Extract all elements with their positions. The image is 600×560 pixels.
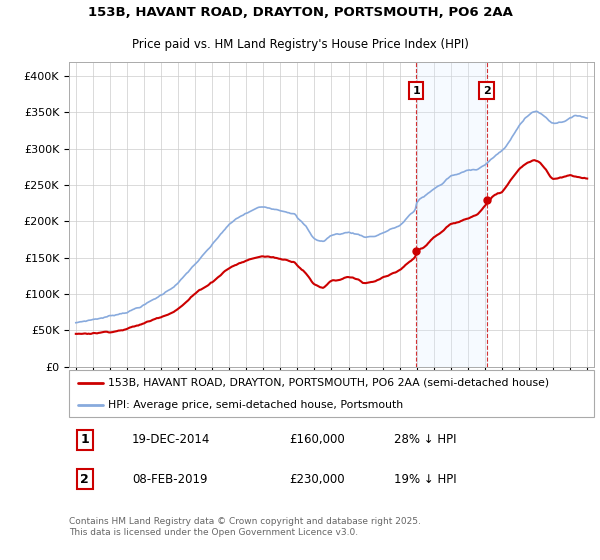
- Text: 2: 2: [80, 473, 89, 486]
- Text: 08-FEB-2019: 08-FEB-2019: [132, 473, 208, 486]
- Text: 28% ↓ HPI: 28% ↓ HPI: [395, 433, 457, 446]
- Text: 19% ↓ HPI: 19% ↓ HPI: [395, 473, 457, 486]
- Text: 1: 1: [412, 86, 420, 96]
- Bar: [416, 62, 487, 367]
- Text: 19-DEC-2014: 19-DEC-2014: [132, 433, 211, 446]
- Text: £230,000: £230,000: [290, 473, 345, 486]
- Text: Price paid vs. HM Land Registry's House Price Index (HPI): Price paid vs. HM Land Registry's House …: [131, 38, 469, 50]
- Text: 153B, HAVANT ROAD, DRAYTON, PORTSMOUTH, PO6 2AA (semi-detached house): 153B, HAVANT ROAD, DRAYTON, PORTSMOUTH, …: [109, 378, 550, 388]
- Text: 153B, HAVANT ROAD, DRAYTON, PORTSMOUTH, PO6 2AA: 153B, HAVANT ROAD, DRAYTON, PORTSMOUTH, …: [88, 6, 512, 20]
- Text: 1: 1: [80, 433, 89, 446]
- Text: 2: 2: [483, 86, 490, 96]
- Text: Contains HM Land Registry data © Crown copyright and database right 2025.
This d: Contains HM Land Registry data © Crown c…: [69, 517, 421, 536]
- Text: £160,000: £160,000: [290, 433, 345, 446]
- Text: HPI: Average price, semi-detached house, Portsmouth: HPI: Average price, semi-detached house,…: [109, 400, 404, 410]
